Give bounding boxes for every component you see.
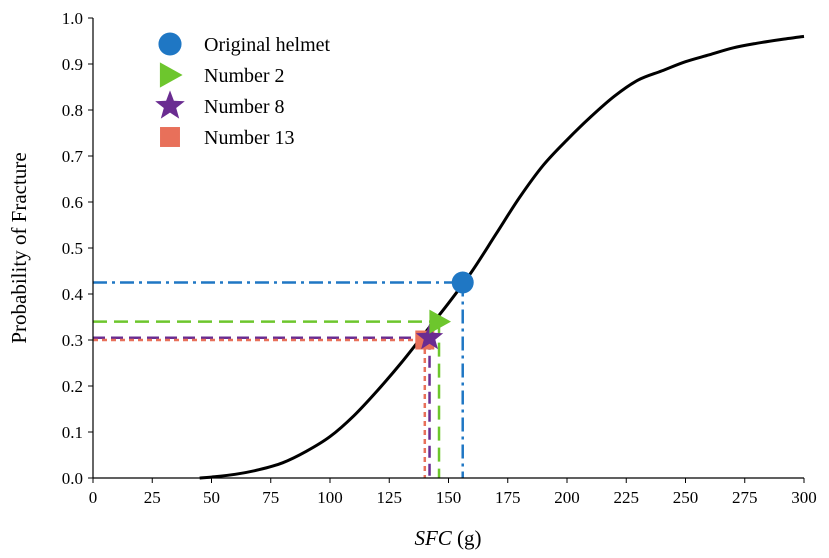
y-tick-label: 0.4: [62, 285, 84, 304]
legend-marker: [160, 127, 180, 147]
y-tick-label: 0.1: [62, 423, 83, 442]
x-tick-label: 225: [614, 488, 640, 507]
data-point-marker: [451, 271, 474, 294]
x-tick-label: 150: [436, 488, 462, 507]
y-tick-label: 0.5: [62, 239, 83, 258]
x-tick-label: 300: [791, 488, 817, 507]
legend-label: Number 8: [204, 96, 285, 118]
x-tick-label: 175: [495, 488, 521, 507]
legend-label: Number 13: [204, 127, 295, 149]
x-tick-label: 75: [262, 488, 279, 507]
x-tick-label: 275: [732, 488, 758, 507]
y-tick-label: 0.6: [62, 193, 83, 212]
x-tick-label: 125: [377, 488, 403, 507]
legend-marker: [159, 62, 183, 88]
x-tick-label: 250: [673, 488, 699, 507]
legend-label: Number 2: [204, 65, 285, 87]
y-tick-label: 0.8: [62, 101, 83, 120]
x-tick-label: 100: [317, 488, 343, 507]
y-tick-label: 0.2: [62, 377, 83, 396]
legend-label: Original helmet: [204, 34, 331, 56]
x-tick-label: 200: [554, 488, 580, 507]
data-point-marker: [415, 323, 444, 350]
legend-marker: [155, 90, 185, 119]
legend-marker: [158, 32, 182, 56]
x-axis-label: SFC (g): [414, 526, 481, 550]
probability-curve: [199, 34, 805, 480]
y-tick-label: 0.7: [62, 147, 84, 166]
y-tick-label: 0.0: [62, 469, 83, 488]
x-tick-label: 0: [89, 488, 98, 507]
y-tick-label: 0.9: [62, 55, 83, 74]
y-axis-label: Probability of Fracture: [7, 152, 31, 343]
y-tick-label: 0.3: [62, 331, 83, 350]
y-tick-label: 1.0: [62, 9, 83, 28]
data-point-marker: [429, 309, 452, 334]
x-tick-label: 25: [144, 488, 161, 507]
x-tick-label: 50: [203, 488, 220, 507]
